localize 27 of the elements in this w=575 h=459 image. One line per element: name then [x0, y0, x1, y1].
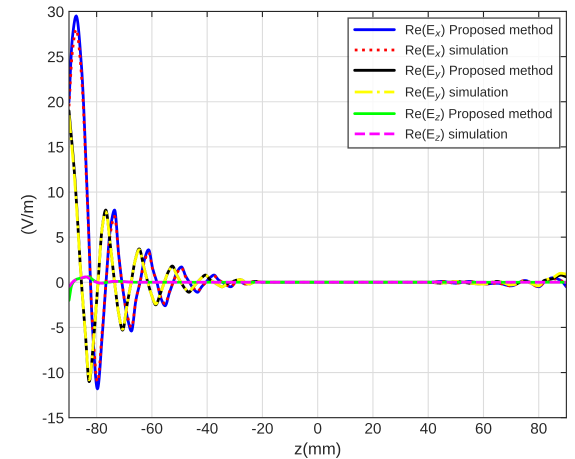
x-tick-label: -80 [86, 422, 108, 434]
y-tick-label: 20 [48, 96, 64, 108]
x-tick-label: -40 [196, 422, 218, 434]
x-tick-label: -20 [252, 422, 273, 434]
y-axis-title: (V/m) [20, 195, 36, 234]
x-tick-label: 60 [476, 422, 492, 434]
legend-label: Re(E$_{x}$) Proposed method [406, 24, 552, 37]
y-tick-label: 15 [48, 142, 64, 153]
x-tick-label: 80 [530, 422, 547, 434]
x-tick-label: 40 [420, 422, 436, 434]
legend-label: Re(E$_{z}$) Proposed method [406, 108, 552, 121]
legend-label: Re(E$_{z}$) simulation [406, 128, 507, 142]
x-axis-title: z(mm) [294, 442, 340, 458]
y-tick-label: 25 [48, 51, 64, 62]
x-tick-label: 20 [365, 422, 381, 434]
y-tick-label: 5 [56, 232, 64, 243]
x-tick-label: -60 [142, 422, 162, 434]
legend-label: Re(E$_{x}$) simulation [406, 44, 508, 58]
y-tick-label: 0 [56, 277, 64, 288]
y-tick-label: -10 [42, 367, 64, 378]
x-tick-label: 0 [314, 422, 322, 434]
y-tick-label: 10 [48, 186, 64, 198]
y-tick-label: -15 [42, 412, 64, 424]
legend-label: Re(E$_{y}$) Proposed method [406, 65, 552, 79]
legend-label: Re(E$_{y}$) simulation [406, 86, 508, 101]
y-tick-label: -5 [51, 322, 64, 334]
y-tick-label: 30 [48, 6, 64, 18]
